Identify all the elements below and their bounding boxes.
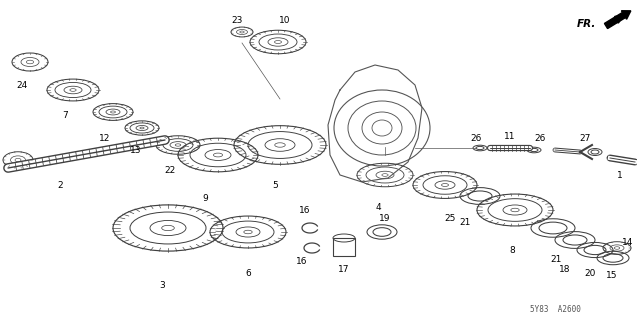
Text: 13: 13 bbox=[130, 146, 142, 155]
Text: 5: 5 bbox=[272, 180, 278, 189]
Text: 3: 3 bbox=[159, 281, 165, 290]
Text: 18: 18 bbox=[559, 266, 571, 275]
Text: 5Y83  A2600: 5Y83 A2600 bbox=[530, 305, 581, 314]
Text: 22: 22 bbox=[164, 165, 176, 174]
Text: 19: 19 bbox=[379, 213, 390, 222]
Text: 16: 16 bbox=[296, 258, 308, 267]
Text: 11: 11 bbox=[505, 132, 516, 140]
Text: 27: 27 bbox=[579, 133, 590, 142]
Text: 2: 2 bbox=[57, 180, 63, 189]
Text: 6: 6 bbox=[245, 268, 251, 277]
Text: 12: 12 bbox=[99, 133, 111, 142]
Text: 10: 10 bbox=[279, 15, 290, 25]
Text: 16: 16 bbox=[299, 205, 311, 214]
Text: 26: 26 bbox=[534, 133, 546, 142]
Text: 7: 7 bbox=[62, 110, 68, 119]
Text: 4: 4 bbox=[375, 203, 381, 212]
Text: 20: 20 bbox=[584, 269, 596, 278]
Text: 1: 1 bbox=[617, 171, 623, 180]
Text: 24: 24 bbox=[17, 81, 27, 90]
Text: 26: 26 bbox=[470, 133, 482, 142]
Text: 8: 8 bbox=[509, 245, 515, 254]
Text: FR.: FR. bbox=[576, 19, 596, 29]
Text: 21: 21 bbox=[550, 255, 562, 265]
Text: 15: 15 bbox=[606, 271, 618, 281]
Text: 23: 23 bbox=[231, 15, 243, 25]
Text: 14: 14 bbox=[622, 237, 634, 246]
Text: 25: 25 bbox=[445, 213, 455, 222]
Text: 21: 21 bbox=[459, 218, 471, 227]
Text: 17: 17 bbox=[338, 266, 350, 275]
FancyArrow shape bbox=[605, 11, 631, 28]
Bar bbox=[333, 238, 355, 256]
Text: 9: 9 bbox=[202, 194, 208, 203]
